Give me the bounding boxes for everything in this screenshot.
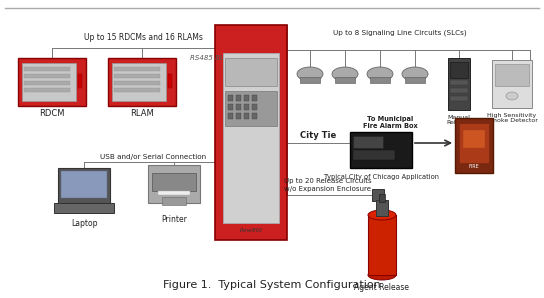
Bar <box>368 215 396 275</box>
Bar <box>252 95 257 101</box>
Ellipse shape <box>368 210 396 220</box>
Bar <box>459 123 489 163</box>
Bar <box>370 77 390 83</box>
Bar <box>168 74 172 88</box>
Bar <box>162 197 186 205</box>
Ellipse shape <box>368 270 396 280</box>
Bar <box>300 77 320 83</box>
Bar <box>379 194 385 202</box>
Bar <box>228 95 233 101</box>
Bar <box>450 88 468 93</box>
Bar <box>58 168 110 203</box>
Bar <box>353 136 383 148</box>
Text: Panel800: Panel800 <box>239 227 262 232</box>
Bar <box>463 130 485 148</box>
Bar <box>376 200 388 216</box>
Bar <box>112 63 166 101</box>
Bar <box>61 171 107 198</box>
Bar <box>152 173 196 191</box>
Bar <box>223 53 279 223</box>
Bar <box>148 165 200 203</box>
Bar <box>225 58 277 86</box>
Ellipse shape <box>332 67 358 81</box>
Bar <box>24 74 70 78</box>
Bar <box>24 88 70 92</box>
Ellipse shape <box>367 67 393 81</box>
Bar <box>455 118 493 173</box>
Bar <box>108 58 176 106</box>
Text: Laptop: Laptop <box>71 218 97 227</box>
Bar <box>228 104 233 110</box>
Bar <box>236 113 241 119</box>
Ellipse shape <box>297 67 323 81</box>
Text: Figure 1.  Typical System Configuration: Figure 1. Typical System Configuration <box>163 280 381 290</box>
Ellipse shape <box>402 67 428 81</box>
Bar <box>492 60 532 108</box>
Bar <box>114 88 160 92</box>
Bar <box>244 113 249 119</box>
Text: Up to 20 Release Circuits
w/o Expansion Enclosure: Up to 20 Release Circuits w/o Expansion … <box>284 179 372 192</box>
Bar <box>405 77 425 83</box>
Bar <box>252 113 257 119</box>
Bar <box>114 81 160 85</box>
Bar <box>450 96 468 101</box>
Bar <box>24 81 70 85</box>
Text: FIRE: FIRE <box>468 164 479 170</box>
Bar <box>78 74 82 88</box>
Text: High Sensitivity
Smoke Detector: High Sensitivity Smoke Detector <box>486 113 537 123</box>
Bar <box>22 63 76 101</box>
Bar <box>353 150 395 160</box>
Text: Agent Release: Agent Release <box>355 283 410 291</box>
Bar <box>236 95 241 101</box>
Text: RLAM: RLAM <box>130 109 154 119</box>
Bar <box>225 91 277 126</box>
Text: Typical City of Chicago Application: Typical City of Chicago Application <box>324 174 438 180</box>
Bar <box>24 67 70 71</box>
Text: Up to 15 RDCMs and 16 RLAMs: Up to 15 RDCMs and 16 RLAMs <box>84 33 202 43</box>
Bar <box>215 25 287 240</box>
Text: To Municipal
Fire Alarm Box: To Municipal Fire Alarm Box <box>363 117 417 130</box>
Bar <box>495 64 529 86</box>
Text: RDCM: RDCM <box>39 109 65 119</box>
Bar <box>236 104 241 110</box>
Ellipse shape <box>506 92 518 100</box>
Text: Manual
Release: Manual Release <box>447 115 471 125</box>
Text: City Tie: City Tie <box>300 131 336 139</box>
Bar <box>158 191 190 195</box>
Bar <box>372 189 384 201</box>
Bar <box>448 58 470 110</box>
Bar <box>244 104 249 110</box>
Bar <box>450 80 468 85</box>
Bar <box>350 132 412 168</box>
Bar <box>114 74 160 78</box>
Bar <box>228 113 233 119</box>
Bar <box>335 77 355 83</box>
Text: USB and/or Serial Connection: USB and/or Serial Connection <box>100 154 206 160</box>
Bar <box>54 203 114 213</box>
Text: Up to 8 Signaling Line Circuits (SLCs): Up to 8 Signaling Line Circuits (SLCs) <box>333 30 467 36</box>
Text: RS485 BUS: RS485 BUS <box>190 55 230 61</box>
Bar <box>450 62 468 78</box>
Bar <box>252 104 257 110</box>
Bar <box>18 58 86 106</box>
Bar <box>114 67 160 71</box>
Text: Printer: Printer <box>161 215 187 224</box>
Bar <box>244 95 249 101</box>
